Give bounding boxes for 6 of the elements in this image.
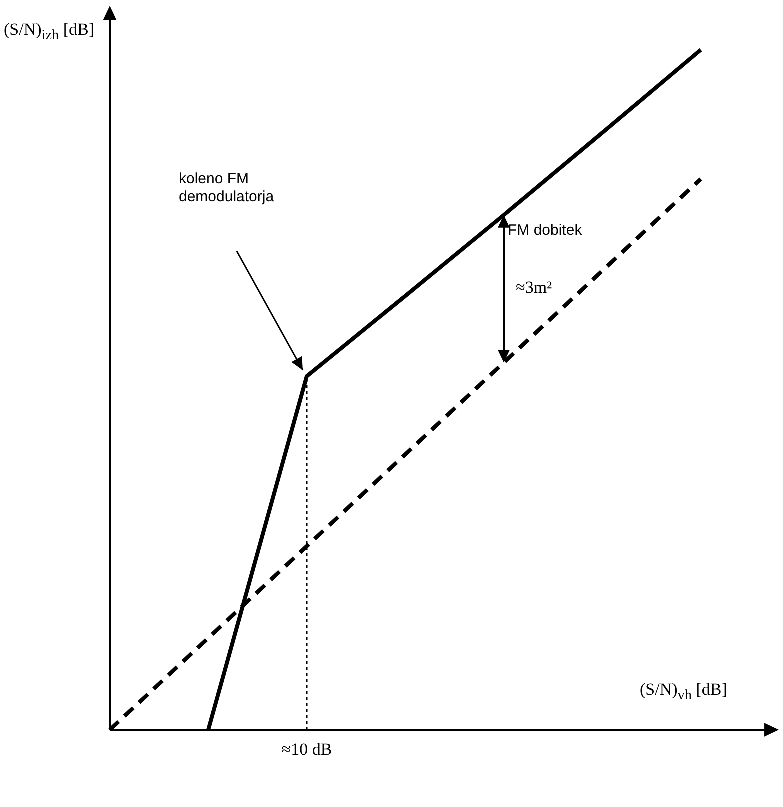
annotation: ≈3m² <box>516 278 552 298</box>
annotation: FM dobitek <box>508 222 583 240</box>
annotation: koleno FM demodulatorja <box>179 170 275 206</box>
x-axis-title: (S/N)$_{vh}$ [dB] <box>640 680 728 704</box>
text: ≈10 dB <box>282 740 332 759</box>
y-axis-title: (S/N)$_{izh}$ [dB] <box>4 20 94 44</box>
